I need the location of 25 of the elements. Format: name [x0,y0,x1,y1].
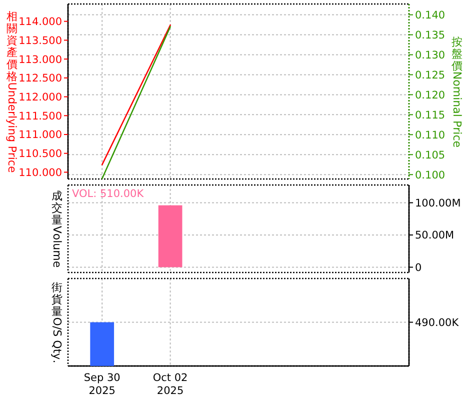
x-tick-label: Sep 30 2025 [84,372,120,397]
y-tick-label: 0 [415,262,422,274]
y2-tick-label: 0.110 [415,129,446,142]
x-tick-label: Oct 02 2025 [152,372,188,397]
y-tick-label: 490.00K [415,316,460,329]
y-tick-label: 114.000 [18,16,62,28]
y-tick-label: 111.500 [18,110,62,122]
y2-tick-label: 0.125 [415,69,446,82]
annotation: VOL: 510.00K [72,188,145,200]
y-tick-label: 113.000 [18,54,62,66]
y2-tick-label: 0.140 [415,9,446,22]
y2-tick-label: 0.105 [415,149,446,162]
y-tick-label: 110.500 [18,148,62,160]
y2-tick-label: 0.135 [415,29,446,42]
y-tick-label: 113.500 [18,34,62,47]
y2-tick-label: 0.120 [415,89,446,102]
y2-tick-label: 0.130 [415,49,446,62]
y-tick-label: 110.000 [18,166,62,179]
y-tick-label: 111.000 [18,129,62,142]
y-tick-label: 50.00M [415,230,454,242]
y2-tick-label: 0.100 [415,169,446,182]
y-tick-label: 112.500 [18,72,62,85]
y-tick-label: 112.000 [18,91,62,104]
y-tick-label: 100.00M [415,197,461,210]
y2-tick-label: 0.115 [415,109,446,122]
